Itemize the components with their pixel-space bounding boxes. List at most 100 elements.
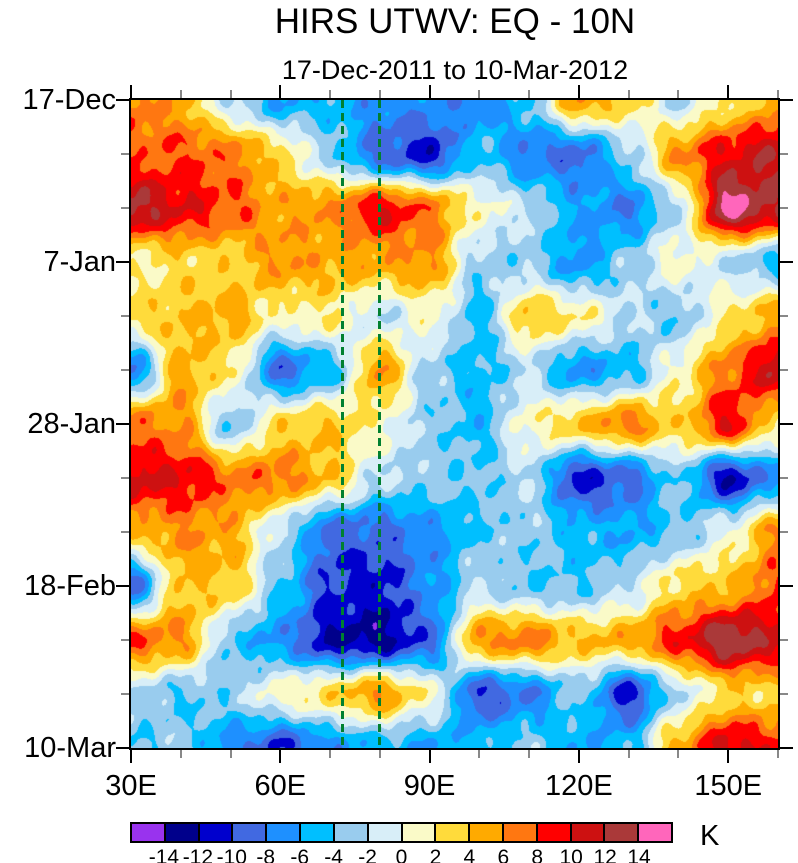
y-major-tick [116,747,129,749]
y-minor-tick [780,315,788,317]
y-minor-tick [780,369,788,371]
y-major-tick [780,261,793,263]
y-minor-tick [121,531,129,533]
y-major-tick [780,585,793,587]
colorbar [130,822,673,843]
y-minor-tick [780,693,788,695]
x-axis-label: 60E [254,770,307,802]
x-minor-tick [229,90,232,98]
x-minor-tick [777,750,779,758]
x-major-tick [727,750,730,763]
y-minor-tick [121,693,129,695]
x-major-tick [428,750,431,763]
colorbar-tick-label: 4 [463,846,476,863]
y-axis-label: 18-Feb [24,570,116,602]
colorbar-tick-label: 0 [395,846,408,863]
colorbar-cell [368,824,403,841]
y-major-tick [116,585,129,587]
colorbar-cell [436,824,471,841]
y-axis-label: 7-Jan [43,246,116,278]
y-minor-tick [780,531,788,533]
y-minor-tick [121,369,129,371]
x-axis-label: 150E [694,770,763,802]
y-minor-tick [780,477,788,479]
x-axis-label: 120E [545,770,613,802]
colorbar-cell [537,824,572,841]
x-minor-tick [627,750,630,758]
x-minor-tick [528,90,531,98]
y-minor-tick [780,153,788,155]
x-major-tick [727,85,730,98]
colorbar-cell [503,824,538,841]
y-minor-tick [121,207,129,209]
colorbar-cell [639,824,671,841]
x-minor-tick [229,750,232,758]
x-minor-tick [777,90,779,98]
x-major-tick [130,750,132,763]
y-minor-tick [780,207,788,209]
x-minor-tick [329,750,332,758]
y-major-tick [780,423,793,425]
colorbar-cell [301,824,335,841]
x-axis-label: 90E [403,770,456,802]
y-minor-tick [780,639,788,641]
x-minor-tick [478,90,481,98]
x-minor-tick [677,90,680,98]
x-major-tick [577,85,580,98]
colorbar-tick-label: 8 [531,846,544,863]
colorbar-cell [571,824,606,841]
colorbar-cell [165,824,200,841]
y-major-tick [116,99,129,101]
y-major-tick [116,423,129,425]
y-major-tick [780,99,793,101]
y-minor-tick [121,153,129,155]
dashed-reference-line [341,100,345,748]
x-minor-tick [627,90,630,98]
x-major-tick [279,750,282,763]
colorbar-tick-label: -14 [148,846,180,863]
x-major-tick [577,750,580,763]
x-axis-label: 30E [105,770,157,802]
colorbar-tick-label: -12 [182,846,214,863]
x-minor-tick [378,750,381,758]
colorbar-tick-label: -8 [256,846,276,863]
colorbar-cell [267,824,302,841]
x-minor-tick [179,90,182,98]
colorbar-tick-label: 12 [593,846,617,863]
plot-area [129,98,780,750]
x-minor-tick [329,90,332,98]
x-minor-tick [179,750,182,758]
colorbar-cell [334,824,369,841]
y-minor-tick [121,477,129,479]
x-minor-tick [528,750,531,758]
y-axis-label: 10-Mar [24,732,116,764]
chart-subtitle: 17-Dec-2011 to 10-Mar-2012 [281,55,629,85]
colorbar-tick-label: 10 [559,846,583,863]
y-major-tick [780,747,793,749]
colorbar-cell [199,824,234,841]
dashed-reference-line [378,100,382,748]
y-major-tick [116,261,129,263]
y-axis-label: 28-Jan [27,408,116,440]
colorbar-tick-label: 14 [627,846,651,863]
colorbar-tick-label: -4 [324,846,343,863]
heatmap-canvas [131,100,778,748]
colorbar-cell [470,824,504,841]
colorbar-tick-label: -2 [358,846,377,863]
x-minor-tick [478,750,481,758]
colorbar-cell [402,824,437,841]
colorbar-tick-label: 2 [429,846,442,863]
colorbar-cell [605,824,640,841]
colorbar-cell [132,824,166,841]
x-minor-tick [677,750,680,758]
y-minor-tick [121,639,129,641]
x-major-tick [279,85,282,98]
y-minor-tick [121,315,129,317]
colorbar-tick-label: 6 [497,846,510,863]
y-axis-label: 17-Dec [22,84,117,116]
x-major-tick [130,85,132,98]
x-major-tick [428,85,431,98]
colorbar-cell [233,824,268,841]
x-minor-tick [378,90,381,98]
